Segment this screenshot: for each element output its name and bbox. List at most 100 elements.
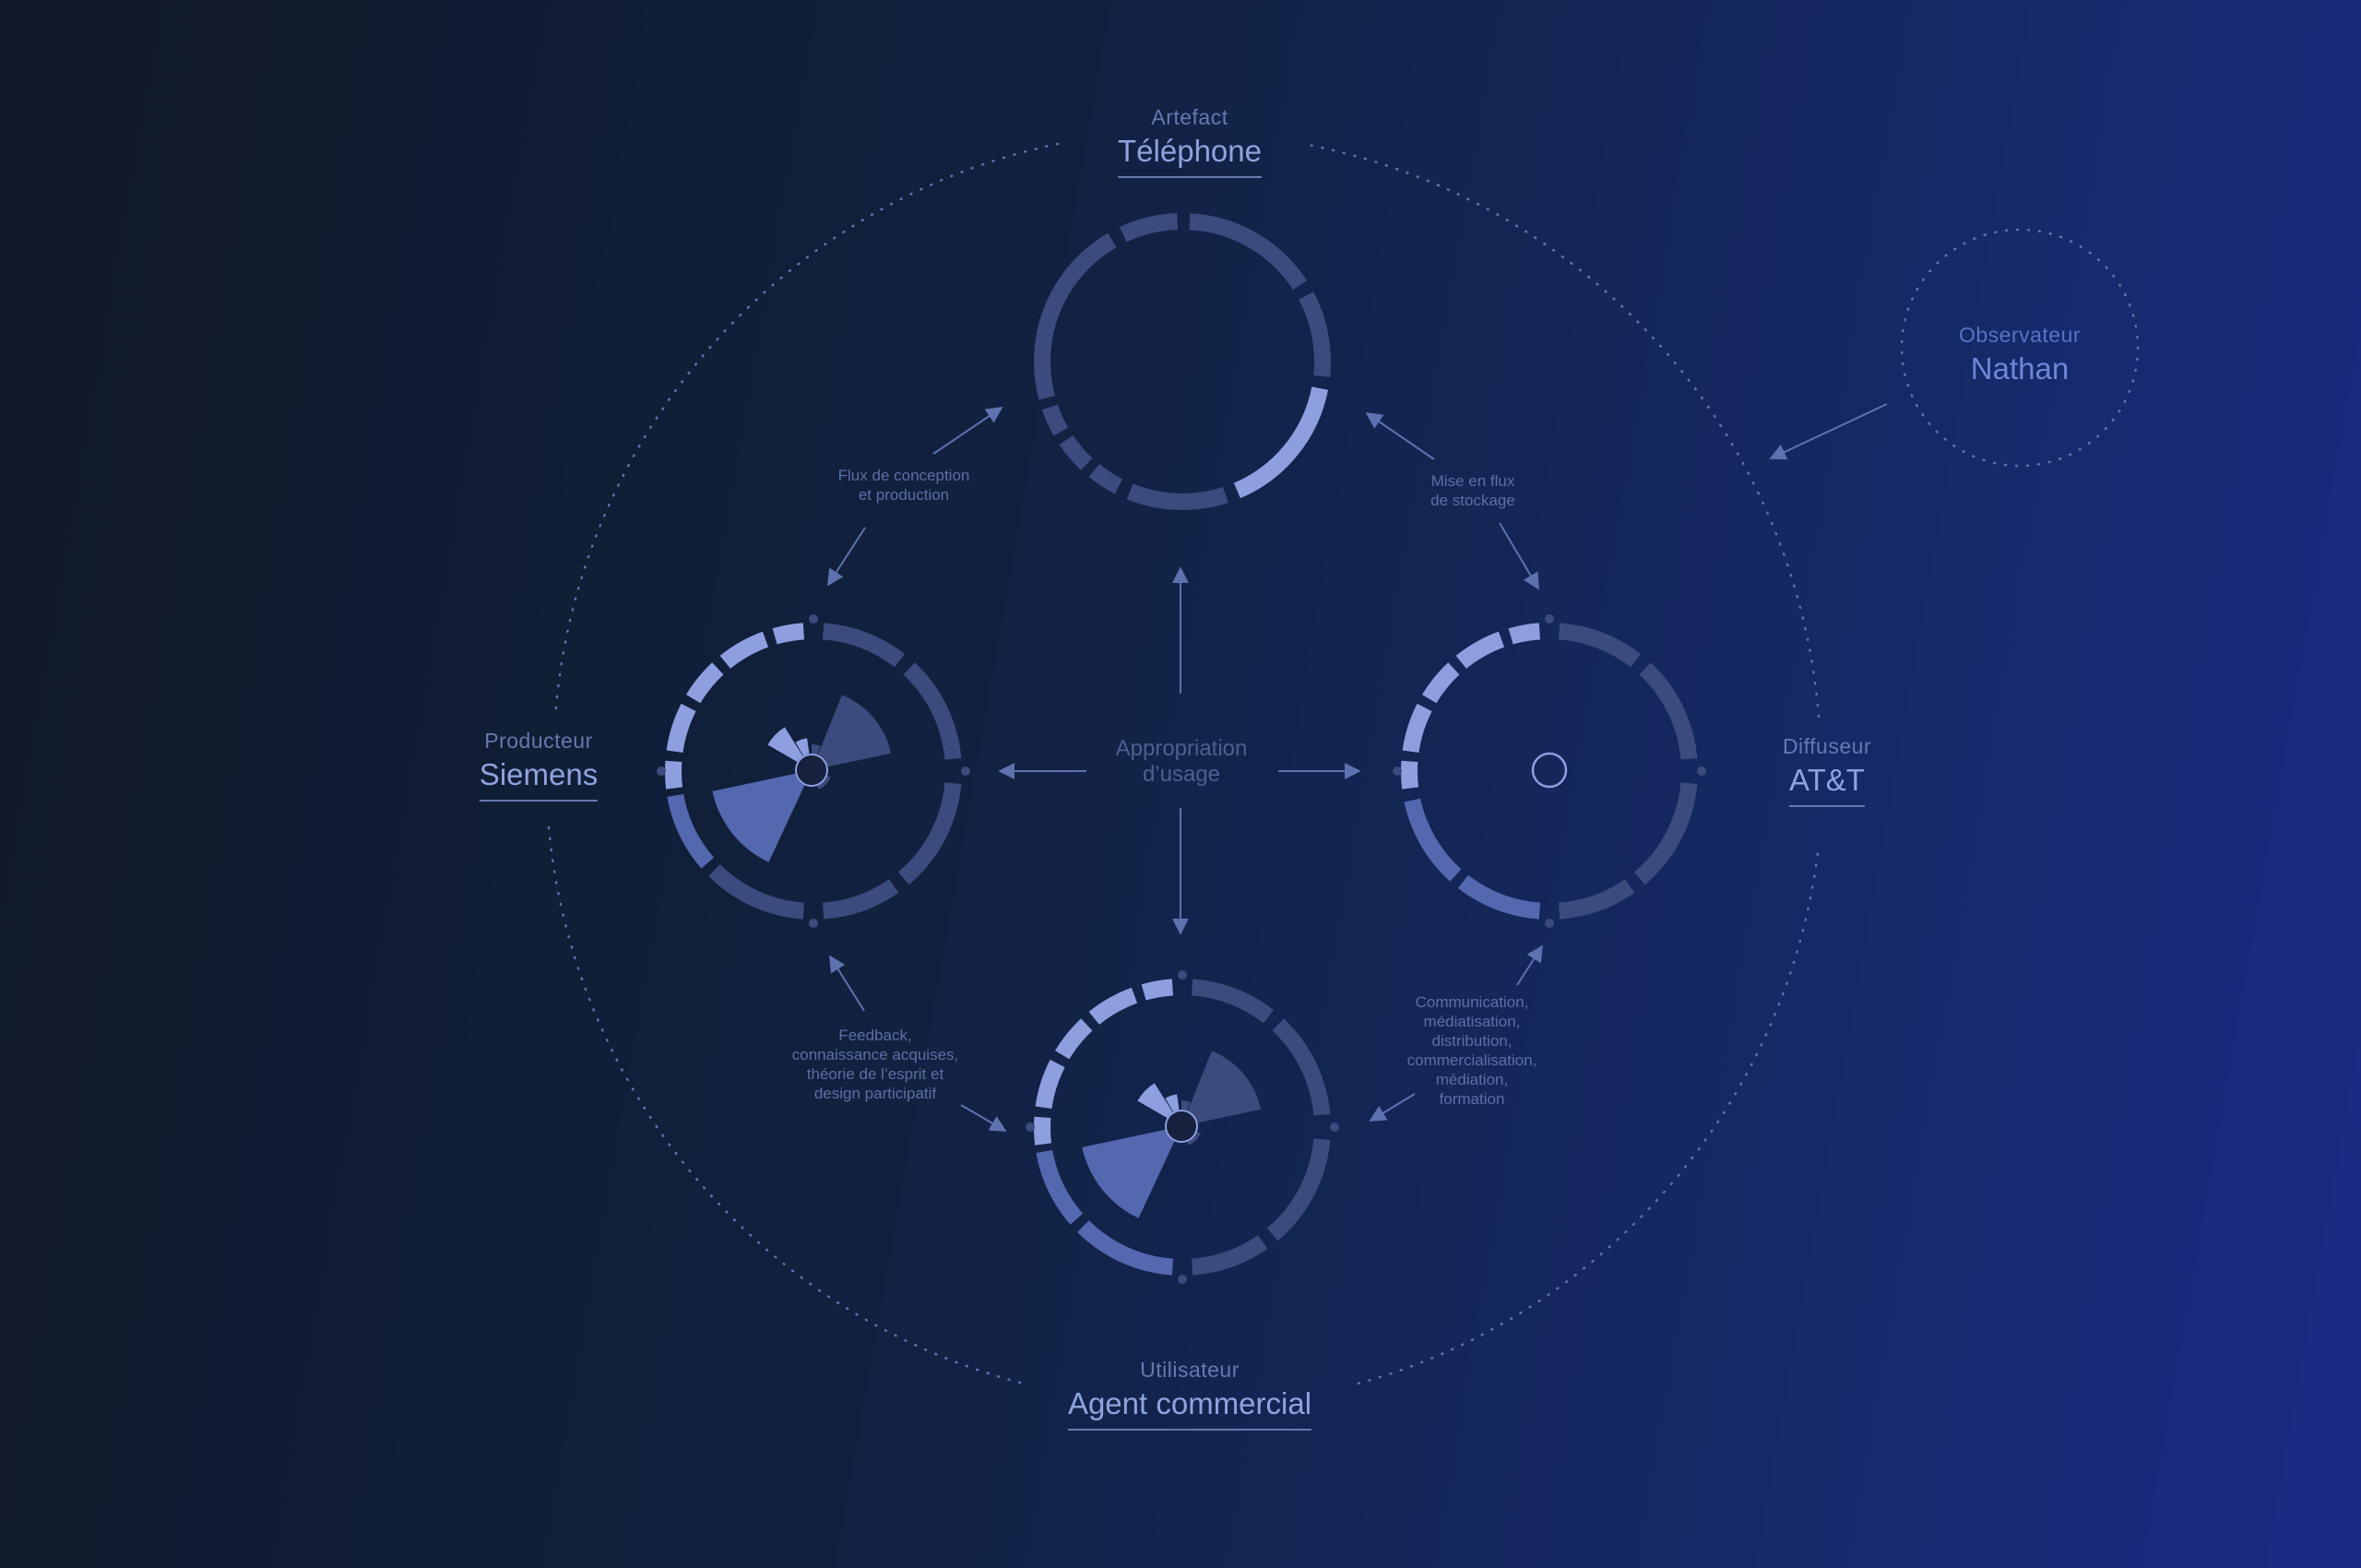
flow-line: médiatisation, [1423, 1013, 1521, 1030]
node-label-observateur: Observateur Nathan [1959, 323, 2081, 394]
rose-petal [817, 776, 831, 790]
rose-petal [1137, 1083, 1173, 1118]
ring-segment [1035, 1059, 1065, 1110]
arrow-observer [1769, 403, 1888, 460]
arrow-feedback-down [960, 1104, 1007, 1132]
ring-tick [809, 614, 818, 624]
arrow-conception-down [827, 527, 866, 587]
role-utilisateur: Utilisateur [1140, 1358, 1240, 1382]
ring-diffuseur [1393, 614, 1706, 928]
ring-segment [1054, 1018, 1093, 1060]
ring-segment [1401, 760, 1419, 790]
flow-label-conception: Flux de conception et production [838, 466, 970, 505]
ring-segment [1088, 463, 1123, 494]
arrow-conception-up [932, 406, 1003, 455]
flow-line: Feedback, [838, 1027, 912, 1044]
ring-segment [1457, 874, 1541, 920]
ring-tick [1178, 1275, 1187, 1284]
flow-line: design participatif [813, 1085, 937, 1102]
rose-petal [767, 727, 803, 762]
ring-producteur [657, 614, 970, 928]
arrow-feedback-up [829, 955, 865, 1012]
name-utilisateur: Agent commercial [1067, 1386, 1312, 1431]
ring-segment [1077, 1220, 1174, 1276]
role-observateur: Observateur [1958, 323, 2082, 347]
ring-segment [1299, 291, 1331, 377]
rose-petal [1187, 1132, 1201, 1146]
center-label-appropriation: Appropriation d’usage [1116, 736, 1248, 788]
ring-segment [1036, 1149, 1084, 1225]
flow-line: connaissance acquises, [791, 1046, 959, 1063]
rose-glyph-producteur [712, 695, 892, 862]
name-artefact: Téléphone [1118, 134, 1262, 178]
ring-segment [1421, 662, 1460, 704]
ring-segment [822, 623, 906, 668]
name-producteur: Siemens [479, 757, 599, 802]
ring-segment [1059, 434, 1093, 470]
ring-tick [961, 766, 970, 776]
ring-segment [1126, 483, 1228, 511]
ring-segment [1266, 1138, 1331, 1241]
arrow-stockage-up [1365, 411, 1435, 460]
flow-line: théorie de l’esprit et [806, 1065, 944, 1083]
ring-segment [903, 662, 962, 760]
ring-segment [708, 864, 805, 920]
ring-tick [1026, 1123, 1035, 1132]
ring-segment [1455, 631, 1505, 670]
arrow-stockage-down [1499, 522, 1539, 590]
flow-line: et production [858, 486, 950, 504]
center-line: Appropriation [1115, 736, 1248, 761]
ring-segment [667, 793, 715, 869]
ring-segment [772, 623, 805, 645]
ring-tick [1545, 919, 1554, 928]
ring-segment [685, 662, 724, 704]
ring-tick [1330, 1123, 1339, 1132]
observer-dotted-circle [1900, 228, 2140, 468]
rose-petal [1082, 1129, 1175, 1218]
rose-hub [795, 754, 828, 787]
node-label-artefact: Artefact Téléphone [1118, 105, 1262, 178]
ring-tick [1697, 766, 1706, 776]
ring-segment [1041, 404, 1069, 436]
ring-segment [1088, 987, 1138, 1026]
ring-tick [1393, 766, 1402, 776]
role-diffuseur: Diffuseur [1782, 734, 1872, 758]
rose-petal [712, 773, 805, 862]
ring-utilisateur [1026, 970, 1339, 1284]
ring-tick [1178, 970, 1187, 980]
rose-hub [1165, 1110, 1198, 1143]
flow-line: médiation, [1435, 1071, 1509, 1088]
node-label-utilisateur: Utilisateur Agent commercial [1067, 1358, 1312, 1431]
ring-segment [1508, 623, 1541, 645]
ring-artefact [1034, 213, 1331, 511]
role-artefact: Artefact [1151, 105, 1228, 129]
flow-line: distribution, [1431, 1032, 1513, 1050]
flow-line: Communication, [1415, 993, 1529, 1011]
ring-segment [1141, 979, 1174, 1001]
ring-segment [822, 879, 899, 920]
small-circle-diffuseur [1531, 752, 1568, 789]
ring-segment [1034, 1116, 1052, 1146]
ring-segment [897, 782, 962, 885]
ring-segment [1233, 386, 1329, 499]
ring-segment [1633, 782, 1698, 885]
ring-segment [1191, 1235, 1268, 1276]
rose-petal [812, 744, 821, 755]
flow-line: Mise en flux [1430, 472, 1515, 490]
ring-segment [1558, 623, 1642, 668]
center-line: d’usage [1142, 762, 1221, 787]
flow-line: de stockage [1430, 492, 1515, 509]
arrow-communication-up [1516, 944, 1543, 986]
ring-segment [1120, 213, 1179, 243]
outer-dotted-ring [547, 142, 1821, 1385]
flow-line: formation [1439, 1090, 1505, 1108]
flow-line: commercialisation, [1406, 1051, 1537, 1069]
ring-segment [719, 631, 769, 670]
rose-petal [795, 738, 810, 756]
ring-segment [1272, 1018, 1331, 1116]
ring-segment [1034, 232, 1117, 400]
ring-tick [809, 919, 818, 928]
ring-tick [1545, 614, 1554, 624]
flow-label-communication: Communication, médiatisation, distributi… [1407, 992, 1537, 1109]
